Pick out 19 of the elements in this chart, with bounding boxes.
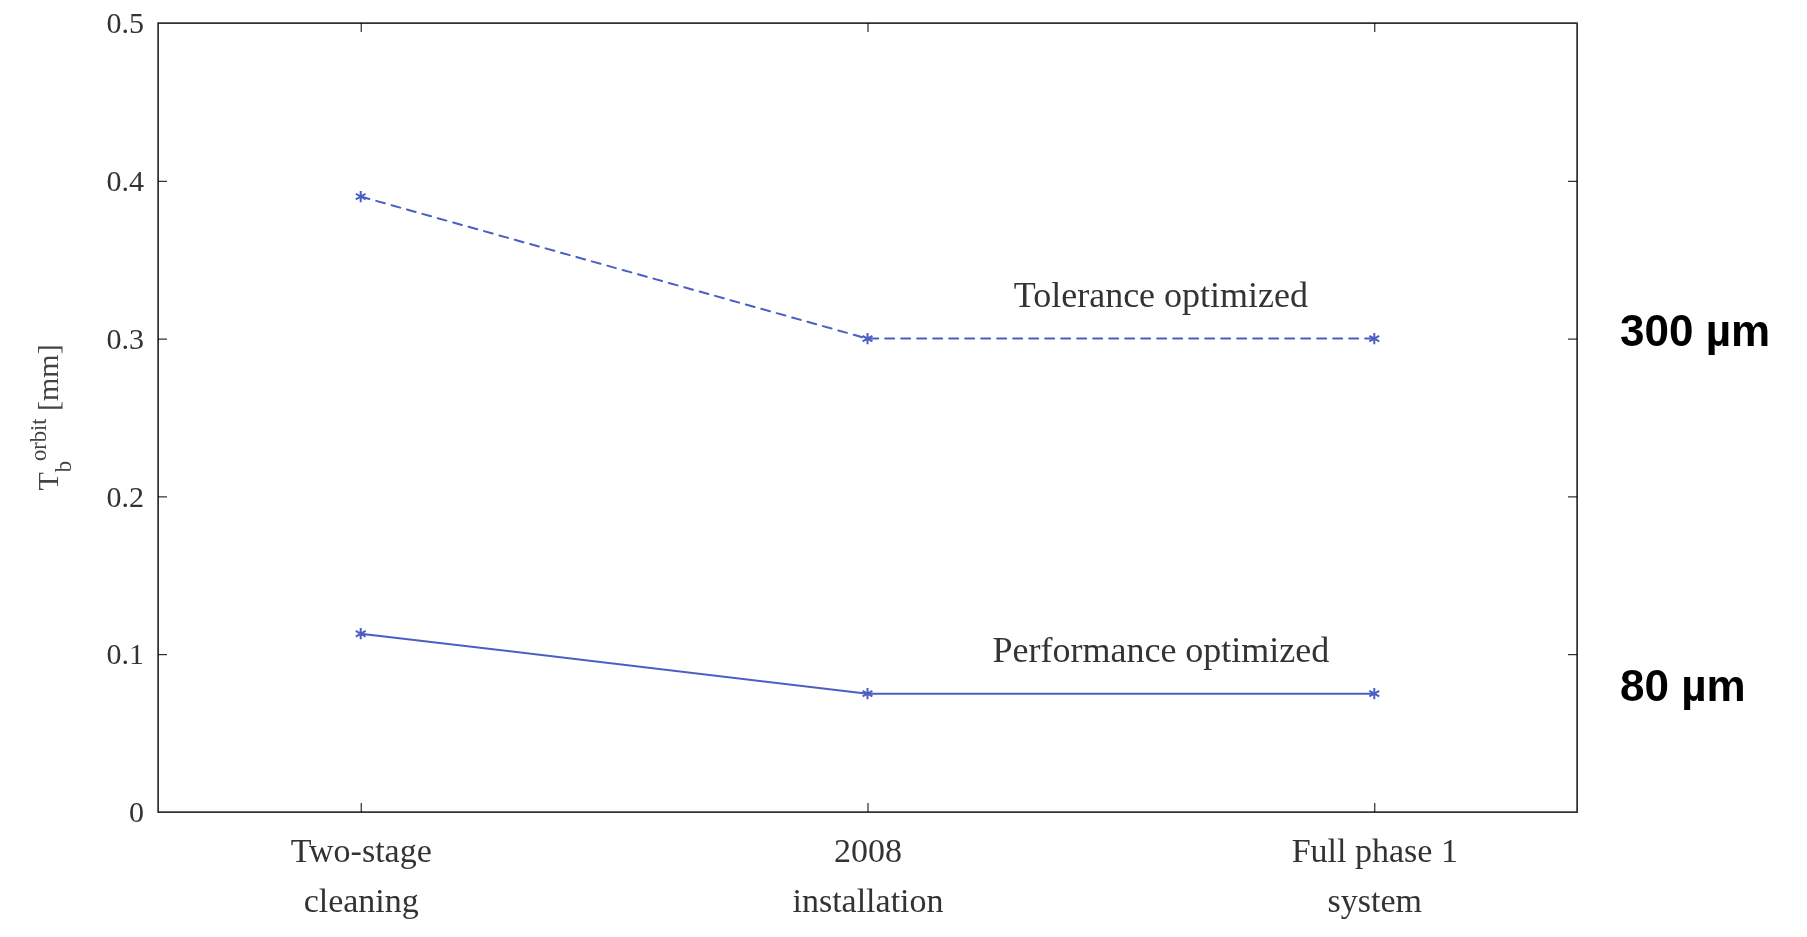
point (861, 331, 874, 346)
text: 300 µm (1620, 306, 1771, 355)
y-tick-label: 0.1 (106, 637, 144, 671)
point (861, 686, 874, 701)
point (354, 189, 367, 204)
x-tick-label: Two-stage cleaning (290, 832, 432, 919)
y-tick-label: 0.2 (106, 479, 144, 513)
y-tick-label: 0 (129, 795, 144, 829)
point (1368, 331, 1381, 346)
x-tick-label: Full phase 1 system (1291, 832, 1458, 919)
text: 80 µm (1620, 661, 1746, 711)
series-label: Performance optimized (992, 629, 1330, 670)
x-tick-label: 2008 installation (792, 832, 944, 919)
y-tick-label: 0.4 (106, 163, 144, 197)
y-tick-label: 0.5 (106, 6, 144, 40)
point (354, 627, 367, 641)
point (1368, 686, 1381, 701)
series-label: Tolerance optimized (1013, 274, 1309, 315)
y-tick-label: 0.3 (106, 321, 144, 355)
